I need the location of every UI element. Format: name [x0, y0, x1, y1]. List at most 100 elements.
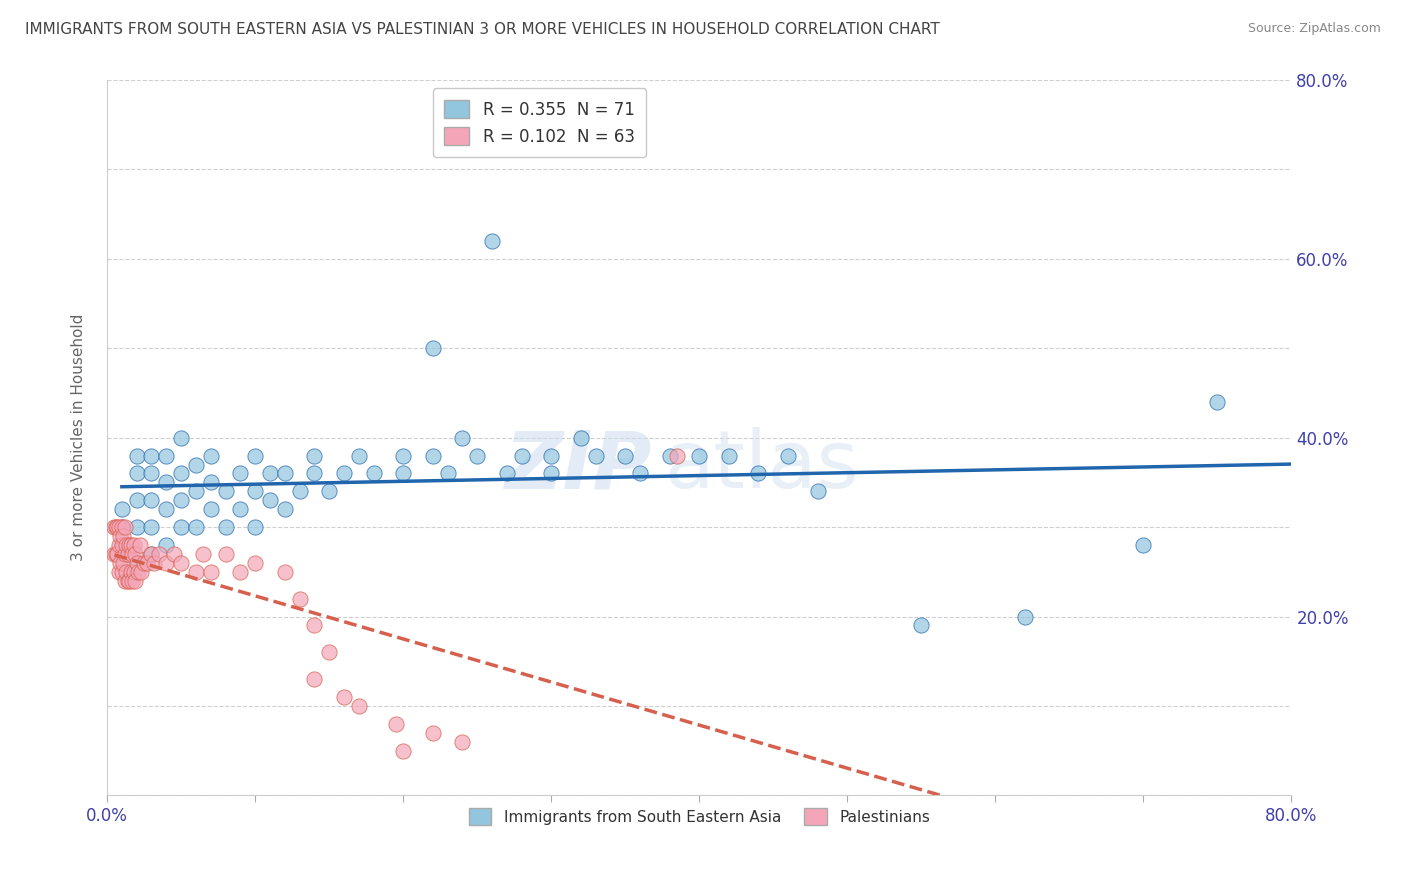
Point [304, 618, 326, 632]
Text: ZIP: ZIP [505, 427, 652, 505]
Point [170, 431, 193, 445]
Point [120, 565, 142, 579]
Point [259, 493, 281, 508]
Point [288, 484, 311, 499]
Point [107, 520, 129, 534]
Point [243, 556, 266, 570]
Point [141, 547, 163, 561]
Point [141, 467, 163, 481]
Point [384, 716, 406, 731]
Text: atlas: atlas [664, 427, 858, 505]
Point [122, 565, 145, 579]
Point [125, 493, 148, 508]
Point [910, 618, 932, 632]
Point [229, 467, 252, 481]
Point [569, 431, 592, 445]
Point [688, 449, 710, 463]
Point [658, 449, 681, 463]
Point [103, 547, 125, 561]
Point [214, 520, 236, 534]
Point [333, 690, 356, 704]
Point [121, 574, 143, 588]
Point [214, 547, 236, 561]
Point [392, 467, 415, 481]
Point [243, 520, 266, 534]
Point [778, 449, 800, 463]
Point [628, 467, 651, 481]
Point [125, 556, 148, 570]
Point [717, 449, 740, 463]
Point [347, 449, 370, 463]
Point [422, 341, 444, 355]
Text: IMMIGRANTS FROM SOUTH EASTERN ASIA VS PALESTINIAN 3 OR MORE VEHICLES IN HOUSEHOL: IMMIGRANTS FROM SOUTH EASTERN ASIA VS PA… [25, 22, 941, 37]
Point [1206, 395, 1229, 409]
Point [128, 538, 150, 552]
Point [304, 672, 326, 686]
Point [200, 475, 222, 490]
Point [115, 538, 138, 552]
Point [111, 538, 134, 552]
Point [117, 547, 139, 561]
Point [111, 538, 134, 552]
Text: Source: ZipAtlas.com: Source: ZipAtlas.com [1247, 22, 1381, 36]
Point [1132, 538, 1154, 552]
Point [184, 458, 207, 472]
Point [120, 538, 142, 552]
Point [510, 449, 533, 463]
Point [115, 565, 138, 579]
Point [129, 565, 152, 579]
Point [451, 431, 474, 445]
Point [540, 449, 562, 463]
Point [1014, 609, 1036, 624]
Point [141, 449, 163, 463]
Point [288, 591, 311, 606]
Point [184, 484, 207, 499]
Point [481, 234, 503, 248]
Point [422, 726, 444, 740]
Point [585, 449, 607, 463]
Point [107, 547, 129, 561]
Y-axis label: 3 or more Vehicles in Household: 3 or more Vehicles in Household [72, 314, 86, 561]
Point [125, 449, 148, 463]
Point [125, 520, 148, 534]
Point [163, 547, 186, 561]
Point [259, 467, 281, 481]
Point [141, 493, 163, 508]
Point [229, 565, 252, 579]
Point [495, 467, 517, 481]
Point [200, 502, 222, 516]
Point [318, 484, 340, 499]
Point [229, 502, 252, 516]
Point [436, 467, 458, 481]
Point [363, 467, 385, 481]
Point [193, 547, 215, 561]
Point [118, 538, 141, 552]
Point [143, 556, 166, 570]
Point [111, 520, 134, 534]
Point [274, 467, 297, 481]
Point [141, 520, 163, 534]
Point [125, 467, 148, 481]
Point [200, 565, 222, 579]
Point [112, 556, 135, 570]
Point [125, 556, 148, 570]
Point [111, 502, 134, 516]
Point [155, 556, 177, 570]
Point [104, 520, 127, 534]
Point [170, 493, 193, 508]
Point [422, 449, 444, 463]
Point [141, 547, 163, 561]
Point [304, 449, 326, 463]
Point [392, 449, 415, 463]
Point [540, 467, 562, 481]
Point [333, 467, 356, 481]
Point [110, 556, 132, 570]
Point [124, 574, 146, 588]
Point [155, 475, 177, 490]
Point [666, 449, 689, 463]
Point [243, 484, 266, 499]
Point [451, 735, 474, 749]
Point [274, 565, 297, 579]
Legend: Immigrants from South Eastern Asia, Palestinians: Immigrants from South Eastern Asia, Pale… [460, 799, 939, 834]
Point [110, 529, 132, 543]
